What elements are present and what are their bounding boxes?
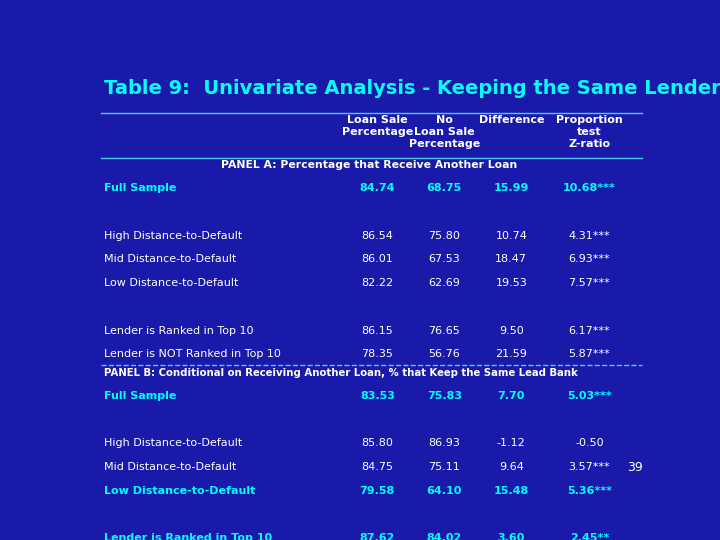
Text: 3.60: 3.60 bbox=[498, 533, 525, 540]
Text: Full Sample: Full Sample bbox=[104, 183, 176, 193]
Text: 4.31***: 4.31*** bbox=[569, 231, 611, 241]
Text: Full Sample: Full Sample bbox=[104, 391, 176, 401]
Text: 7.70: 7.70 bbox=[498, 391, 525, 401]
Text: Low Distance-to-Default: Low Distance-to-Default bbox=[104, 485, 256, 496]
Text: Low Distance-to-Default: Low Distance-to-Default bbox=[104, 278, 238, 288]
Text: 79.58: 79.58 bbox=[360, 485, 395, 496]
Text: 6.17***: 6.17*** bbox=[569, 326, 611, 335]
Text: 2.45**: 2.45** bbox=[570, 533, 609, 540]
Text: 87.62: 87.62 bbox=[360, 533, 395, 540]
Text: Loan Sale
Percentage: Loan Sale Percentage bbox=[342, 114, 413, 137]
Text: 39: 39 bbox=[626, 461, 642, 474]
Text: 75.80: 75.80 bbox=[428, 231, 460, 241]
Text: 84.75: 84.75 bbox=[361, 462, 393, 472]
Text: 86.93: 86.93 bbox=[428, 438, 460, 448]
Text: 64.10: 64.10 bbox=[427, 485, 462, 496]
Text: -1.12: -1.12 bbox=[497, 438, 526, 448]
Text: Mid Distance-to-Default: Mid Distance-to-Default bbox=[104, 254, 236, 265]
Text: 78.35: 78.35 bbox=[361, 349, 393, 359]
Text: 56.76: 56.76 bbox=[428, 349, 460, 359]
Text: High Distance-to-Default: High Distance-to-Default bbox=[104, 438, 242, 448]
Text: 86.01: 86.01 bbox=[361, 254, 393, 265]
Text: Lender is Ranked in Top 10: Lender is Ranked in Top 10 bbox=[104, 326, 253, 335]
Text: Mid Distance-to-Default: Mid Distance-to-Default bbox=[104, 462, 236, 472]
Text: Proportion
test
Z-ratio: Proportion test Z-ratio bbox=[556, 114, 623, 150]
Text: 68.75: 68.75 bbox=[427, 183, 462, 193]
Text: 62.69: 62.69 bbox=[428, 278, 460, 288]
Text: 21.59: 21.59 bbox=[495, 349, 527, 359]
Text: 10.68***: 10.68*** bbox=[563, 183, 616, 193]
Text: 84.02: 84.02 bbox=[427, 533, 462, 540]
Text: 5.87***: 5.87*** bbox=[569, 349, 611, 359]
Text: 19.53: 19.53 bbox=[495, 278, 527, 288]
Text: 86.15: 86.15 bbox=[361, 326, 393, 335]
Text: Table 9:  Univariate Analysis - Keeping the Same Lender: Table 9: Univariate Analysis - Keeping t… bbox=[104, 79, 720, 98]
Text: 83.53: 83.53 bbox=[360, 391, 395, 401]
Text: 3.57***: 3.57*** bbox=[569, 462, 611, 472]
Text: 75.11: 75.11 bbox=[428, 462, 460, 472]
Text: -0.50: -0.50 bbox=[575, 438, 604, 448]
Text: 15.48: 15.48 bbox=[494, 485, 529, 496]
Text: 9.64: 9.64 bbox=[499, 462, 523, 472]
Text: No
Loan Sale
Percentage: No Loan Sale Percentage bbox=[409, 114, 480, 150]
Text: 75.83: 75.83 bbox=[427, 391, 462, 401]
Text: 18.47: 18.47 bbox=[495, 254, 527, 265]
Text: 82.22: 82.22 bbox=[361, 278, 393, 288]
Text: Difference: Difference bbox=[479, 114, 544, 125]
Text: 6.93***: 6.93*** bbox=[569, 254, 611, 265]
Text: Lender is NOT Ranked in Top 10: Lender is NOT Ranked in Top 10 bbox=[104, 349, 281, 359]
Text: 9.50: 9.50 bbox=[499, 326, 523, 335]
Text: 86.54: 86.54 bbox=[361, 231, 393, 241]
Text: 85.80: 85.80 bbox=[361, 438, 393, 448]
Text: Lender is Ranked in Top 10: Lender is Ranked in Top 10 bbox=[104, 533, 272, 540]
Text: 15.99: 15.99 bbox=[494, 183, 529, 193]
Text: 76.65: 76.65 bbox=[428, 326, 460, 335]
Text: PANEL B: Conditional on Receiving Another Loan, % that Keep the Same Lead Bank: PANEL B: Conditional on Receiving Anothe… bbox=[104, 368, 578, 378]
Text: 7.57***: 7.57*** bbox=[569, 278, 611, 288]
Text: 67.53: 67.53 bbox=[428, 254, 460, 265]
Text: PANEL A: Percentage that Receive Another Loan: PANEL A: Percentage that Receive Another… bbox=[221, 160, 517, 171]
Text: 84.74: 84.74 bbox=[359, 183, 395, 193]
Text: 5.03***: 5.03*** bbox=[567, 391, 612, 401]
Text: 5.36***: 5.36*** bbox=[567, 485, 612, 496]
Text: High Distance-to-Default: High Distance-to-Default bbox=[104, 231, 242, 241]
Text: 10.74: 10.74 bbox=[495, 231, 527, 241]
